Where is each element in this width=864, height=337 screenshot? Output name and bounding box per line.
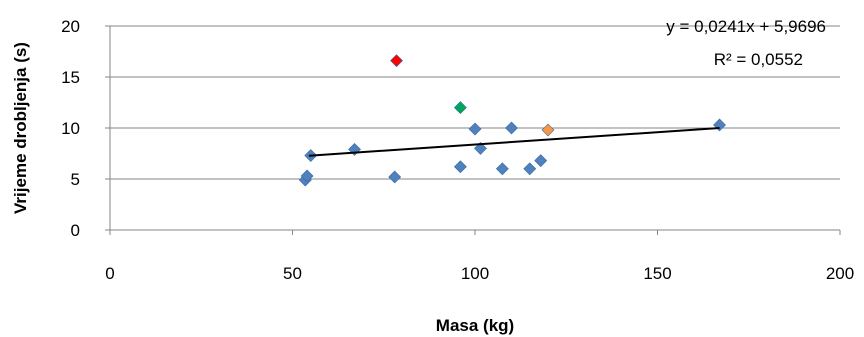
x-tick-label: 150 — [643, 264, 671, 283]
trendline — [308, 127, 720, 157]
y-axis-title: Vrijeme drobljenja (s) — [11, 42, 30, 214]
y-tick-label: 0 — [71, 221, 80, 240]
x-tick-label: 0 — [105, 264, 114, 283]
data-point — [390, 54, 403, 68]
data-points — [298, 54, 726, 187]
data-point — [468, 122, 482, 136]
x-tick-label: 100 — [461, 264, 489, 283]
trendline-equation: y = 0,0241x + 5,9696 — [666, 17, 826, 36]
y-tick-label: 10 — [61, 119, 80, 138]
y-tick-labels: 0 5 10 15 20 — [61, 17, 110, 240]
data-point — [453, 101, 467, 115]
x-tick-label: 200 — [826, 264, 854, 283]
data-point — [300, 169, 314, 183]
data-point — [534, 154, 548, 168]
data-point — [505, 121, 518, 135]
data-point — [453, 160, 467, 174]
y-tick-label: 20 — [61, 17, 80, 36]
y-tick-label: 15 — [61, 68, 80, 87]
data-point — [388, 170, 402, 184]
data-point — [523, 162, 537, 176]
x-tick-label: 50 — [283, 264, 302, 283]
data-point — [541, 123, 555, 137]
data-point — [495, 162, 509, 176]
x-tick-labels: 0 50 100 150 200 — [105, 230, 854, 283]
y-tick-label: 5 — [71, 170, 80, 189]
r-squared-label: R² = 0,0552 — [714, 50, 803, 69]
data-point — [474, 141, 487, 155]
grid-lines — [110, 25, 840, 180]
x-axis-title: Masa (kg) — [436, 316, 514, 335]
